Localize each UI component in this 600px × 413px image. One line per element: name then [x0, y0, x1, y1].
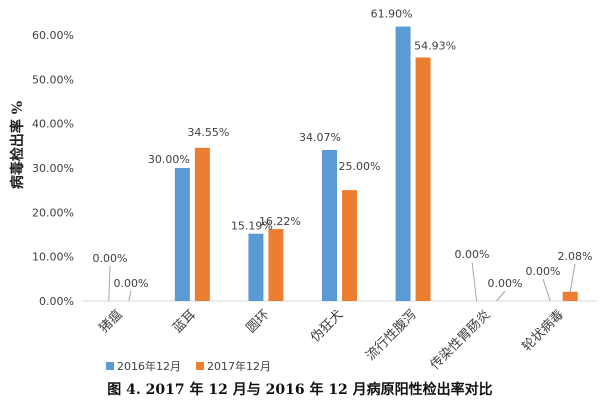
bar-2017-1 — [194, 147, 210, 301]
bar-2017-4 — [415, 57, 431, 301]
y-axis-label: 病毒检出率 % — [9, 101, 26, 189]
bars-group — [174, 26, 578, 302]
data-labels: 0.00%0.00%30.00%34.55%15.19%16.22%34.07%… — [93, 8, 593, 290]
x-category-label: 轮状病毒 — [520, 307, 567, 354]
bar-2017-2 — [268, 229, 284, 301]
y-tick-label: 30.00% — [32, 162, 74, 175]
bar-2017-6 — [562, 291, 578, 301]
data-label-2017-2: 16.22% — [259, 215, 301, 228]
legend-swatch — [106, 362, 114, 370]
x-category-label: 伪狂犬 — [308, 307, 346, 345]
leader-line — [569, 263, 576, 292]
leader-line — [108, 265, 111, 302]
x-category-label: 圆环 — [244, 307, 273, 336]
data-label-2016-3: 34.07% — [299, 131, 341, 144]
leader-line — [542, 278, 551, 302]
data-label-2016-1: 30.00% — [148, 153, 190, 166]
y-tick-label: 20.00% — [32, 206, 74, 219]
data-label-2016-6: 0.00% — [526, 265, 561, 278]
bar-2016-2 — [248, 233, 264, 301]
data-label-2016-0: 0.00% — [93, 252, 128, 265]
leader-line — [128, 290, 132, 302]
y-tick-label: 60.00% — [32, 29, 74, 42]
x-category-label: 蓝耳 — [170, 307, 199, 336]
legend: 2016年12月 2017年12月 — [106, 359, 271, 373]
y-tick-label: 10.00% — [32, 251, 74, 264]
legend-swatch — [196, 362, 204, 370]
x-category-label: 传染性胃肠炎 — [428, 307, 494, 373]
data-label-2017-3: 25.00% — [339, 160, 381, 173]
data-label-2016-5: 0.00% — [455, 248, 490, 261]
bar-2016-1 — [174, 168, 190, 301]
data-label-2016-4: 61.90% — [371, 8, 413, 21]
y-tick-label: 0.00% — [39, 295, 74, 308]
y-axis-ticks: 0.00% 10.00% 20.00% 30.00% 40.00% 50.00% 60.00… — [32, 29, 74, 308]
legend-entry: 2016年12月 — [117, 359, 181, 373]
y-axis-title: 病毒检出率 % — [9, 101, 26, 189]
data-label-2017-0: 0.00% — [114, 277, 149, 290]
bar-2016-4 — [395, 26, 411, 302]
bar-2017-3 — [342, 190, 357, 301]
x-category-label: 流行性腹泻 — [363, 307, 420, 364]
y-tick-label: 50.00% — [32, 73, 74, 86]
data-label-2016-2: 15.19% — [231, 220, 273, 233]
leader-line — [496, 290, 506, 302]
data-label-2017-4: 54.93% — [414, 39, 456, 52]
data-label-2017-6: 2.08% — [558, 250, 593, 263]
leader-lines — [108, 261, 576, 302]
x-category-label: 猪瘟 — [96, 307, 126, 337]
figure-caption: 图 4. 2017 年 12 月与 2016 年 12 月病原阳性检出率对比 — [107, 381, 492, 398]
y-tick-label: 40.00% — [32, 118, 74, 131]
legend-entry: 2017年12月 — [207, 359, 271, 373]
data-label-2017-1: 34.55% — [187, 126, 229, 139]
leader-line — [471, 261, 478, 302]
data-label-2017-5: 0.00% — [488, 277, 523, 290]
bar-2016-3 — [322, 149, 337, 301]
